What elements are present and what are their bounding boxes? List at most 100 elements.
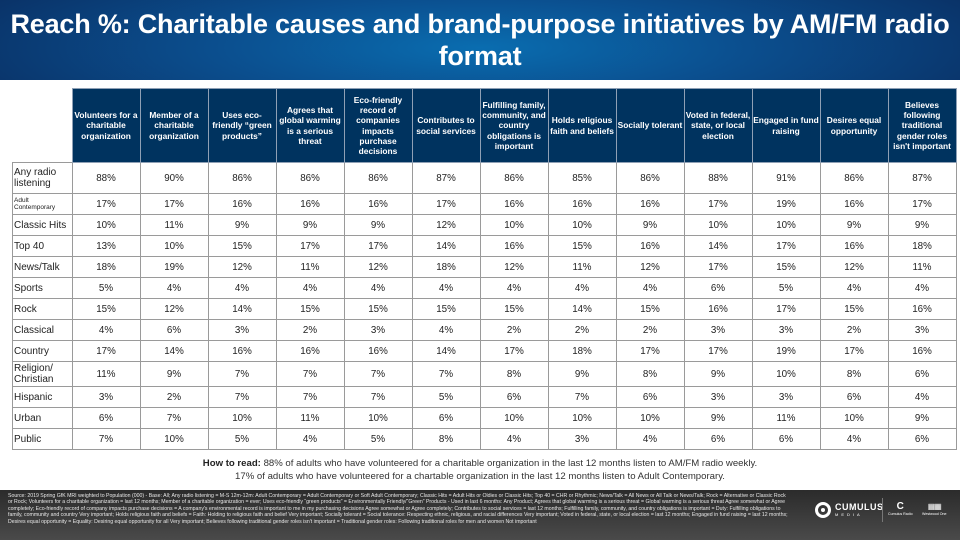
title-banner: Reach %: Charitable causes and brand-pur… [0,0,960,80]
table-cell: 6% [615,386,685,408]
table-cell: 5% [343,428,413,450]
table-cell: 15% [751,256,821,278]
table-cell: 14% [683,235,753,257]
table-cell: 4% [411,319,481,341]
table-cell: 17% [343,235,413,257]
table-cell: 17% [683,256,753,278]
table-cell: 4% [479,277,549,299]
table-cell: 12% [343,256,413,278]
row-label: Top 40 [12,235,73,257]
table-cell: 7% [275,386,345,408]
table-cell: 17% [683,340,753,362]
table-cell: 4% [139,277,209,299]
table-cell: 10% [207,407,277,429]
table-cell: 13% [71,235,141,257]
table-cell: 17% [683,193,753,215]
table-cell: 4% [343,277,413,299]
table-cell: 16% [275,193,345,215]
table-cell: 19% [139,256,209,278]
table-cell: 5% [207,428,277,450]
table-cell: 4% [479,428,549,450]
table-cell: 8% [479,361,549,387]
how-to-read-label: How to read: [202,458,261,469]
table-cell: 14% [139,340,209,362]
table-cell: 14% [411,340,481,362]
table-cell: 9% [887,407,957,429]
table-cell: 7% [71,428,141,450]
table-cell: 17% [411,193,481,215]
table-cell: 7% [547,386,617,408]
table-cell: 16% [207,193,277,215]
row-label: Any radio listening [12,162,73,194]
column-header: Contributes to social services [411,88,481,163]
row-label: Hispanic [12,386,73,408]
table-cell: 10% [139,428,209,450]
table-cell: 18% [71,256,141,278]
table-cell: 86% [343,162,413,194]
cumulus-radio-logo: C Cumulus Radio [888,502,913,517]
table-cell: 5% [411,386,481,408]
cumulus-logo-subtext: MEDIA [835,511,863,517]
table-cell: 6% [683,277,753,299]
table-cell: 15% [71,298,141,320]
table-cell: 12% [207,256,277,278]
table-cell: 3% [751,386,821,408]
cumulus-radio-text: Cumulus Radio [888,512,913,516]
table-cell: 6% [887,428,957,450]
table-cell: 16% [887,298,957,320]
table-cell: 91% [751,162,821,194]
table-cell: 2% [479,319,549,341]
table-cell: 16% [615,193,685,215]
table-cell: 12% [411,214,481,236]
table-cell: 16% [275,340,345,362]
table-cell: 86% [479,162,549,194]
table-row: Urban 6% 7% 10% 11% 10% 6% 10% 10% 10% 9% 11% 10% 9% [12,407,957,429]
table-cell: 4% [819,428,889,450]
table-cell: 9% [343,214,413,236]
table-cell: 88% [71,162,141,194]
how-to-read: How to read: 88% of adults who have volu… [60,458,900,483]
table-cell: 17% [479,340,549,362]
row-label: Religion/ Christian [12,361,73,387]
table-cell: 16% [343,340,413,362]
table-cell: 10% [479,214,549,236]
table-cell: 14% [207,298,277,320]
table-cell: 6% [139,319,209,341]
table-cell: 3% [547,428,617,450]
table-row: Top 40 13% 10% 15% 17% 17% 14% 16% 15% 16% 14% 17% 1… [12,235,957,257]
row-label: Sports [12,277,73,299]
logo-divider [882,498,883,522]
column-header: Member of a charitable organization [139,88,209,163]
table-cell: 11% [71,361,141,387]
table-cell: 16% [683,298,753,320]
table-cell: 3% [887,319,957,341]
table-cell: 9% [275,214,345,236]
table-cell: 7% [343,361,413,387]
table-cell: 3% [343,319,413,341]
table-cell: 9% [887,214,957,236]
table-cell: 4% [887,386,957,408]
table-cell: 3% [207,319,277,341]
table-cell: 11% [275,407,345,429]
table-cell: 10% [547,407,617,429]
table-cell: 10% [343,407,413,429]
westwood-one-logo: ▦▦ Westwood One [922,502,947,516]
table-cell: 12% [615,256,685,278]
table-cell: 15% [343,298,413,320]
table-cell: 6% [819,386,889,408]
cumulus-media-logo: CUMULUS MEDIA [815,502,884,518]
table-cell: 14% [547,298,617,320]
table-cell: 6% [887,361,957,387]
table-cell: 9% [207,214,277,236]
table-cell: 16% [887,340,957,362]
table-cell: 16% [479,235,549,257]
table-cell: 9% [615,214,685,236]
row-label: Adult Contemporary [12,193,73,215]
table-cell: 15% [207,235,277,257]
table-cell: 17% [819,340,889,362]
table-cell: 11% [139,214,209,236]
table-cell: 6% [683,428,753,450]
table-row: Sports 5% 4% 4% 4% 4% 4% 4% 4% 4% 6% 5% 4% 4% [12,277,957,299]
table-cell: 6% [751,428,821,450]
table-cell: 12% [479,256,549,278]
